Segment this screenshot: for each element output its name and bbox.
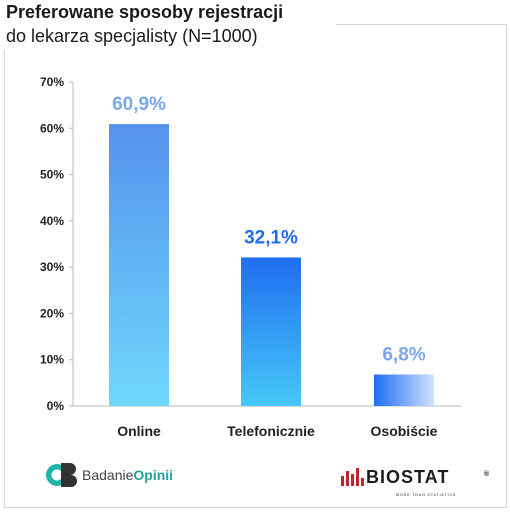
bar-osobiście [374, 374, 434, 406]
x-category-label: Telefonicznie [227, 423, 315, 439]
y-tick-label: 30% [40, 260, 64, 274]
x-category-label: Osobiście [371, 423, 438, 439]
title-box: Preferowane sposoby rejestracji do lekar… [0, 0, 336, 50]
badanie-opinii-logo: BadanieOpinii [44, 458, 173, 492]
y-tick-label: 10% [40, 353, 64, 367]
badanie-opinii-text: BadanieOpinii [82, 467, 173, 483]
y-tick-label: 60% [40, 121, 64, 135]
brand-prefix: Badanie [82, 467, 134, 483]
y-tick-label: 50% [40, 168, 64, 182]
y-tick-label: 20% [40, 306, 64, 320]
brand-bold: Opinii [133, 467, 174, 483]
biostat-name: BIOSTAT [366, 467, 450, 487]
bar-online [109, 124, 169, 407]
y-tick-label: 40% [40, 214, 64, 228]
data-label: 32,1% [244, 227, 298, 248]
cb-logo-icon [46, 463, 77, 487]
biostat-wordmark: BIOSTAT ® MORE THAN STATISTICS [366, 467, 489, 497]
y-tick-label: 0% [47, 399, 65, 413]
chart-title: Preferowane sposoby rejestracji [6, 2, 284, 22]
y-tick-label: 70% [40, 75, 64, 89]
bar-telefonicznie [241, 257, 301, 406]
chart-subtitle: do lekarza specjalisty (N=1000) [6, 26, 258, 46]
biostat-bars-icon [341, 468, 364, 486]
data-label: 60,9% [112, 94, 166, 115]
registered-mark: ® [484, 471, 491, 478]
biostat-tagline: MORE THAN STATISTICS [396, 492, 457, 497]
data-label: 6,8% [382, 345, 425, 366]
biostat-logo: BIOSTAT ® MORE THAN STATISTICS [340, 462, 489, 497]
x-category-label: Online [117, 423, 161, 439]
